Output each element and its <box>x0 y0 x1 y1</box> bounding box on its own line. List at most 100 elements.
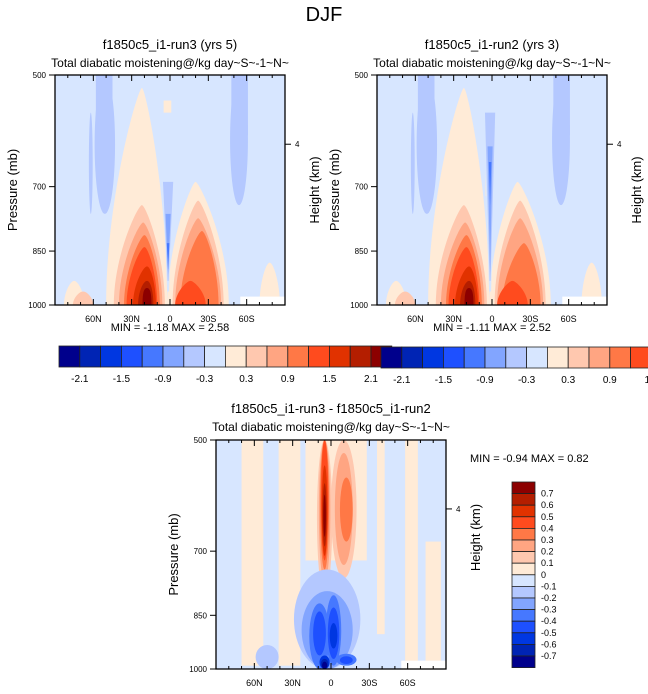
colorbar-box <box>511 562 536 576</box>
minmax-run2: MIN = -1.11 MAX = 2.52 <box>433 322 551 334</box>
colorbar-box <box>609 346 631 369</box>
colorbar-label: 0.3 <box>541 535 554 545</box>
axes-diff: 60N 30N 0 30S 60S 500 700 850 1000 Pressure (mb) 4… <box>166 436 483 688</box>
moistening-region <box>142 287 152 305</box>
colorbar-label: 0.5 <box>541 512 554 522</box>
x-tick-label: 30N <box>284 678 301 688</box>
colorbar-box <box>511 528 536 541</box>
colorbar-label: 0.9 <box>603 375 617 386</box>
y-tick-label: 850 <box>194 611 208 620</box>
y-right-axis-label: Height (km) <box>468 504 483 571</box>
positive-band <box>425 541 441 666</box>
positive-column <box>323 494 326 537</box>
x-tick-label: 60N <box>407 314 424 324</box>
colorbar-box <box>511 644 536 657</box>
colorbar-box <box>511 504 536 518</box>
panel-title-run3: f1850c5_i1-run3 (yrs 5) <box>102 37 238 52</box>
drying-region <box>166 243 170 271</box>
x-tick-label: 60S <box>400 678 416 688</box>
colorbar-run3: -2.1 -1.5 -0.9 -0.3 0.3 0.9 1.5 2.1 <box>58 345 393 385</box>
x-tick-label: 0 <box>328 678 333 688</box>
colorbar-box <box>162 345 185 368</box>
moistening-region <box>464 287 474 305</box>
drying-region <box>88 112 93 214</box>
colorbar-label: -0.9 <box>154 374 172 385</box>
missing-data <box>401 660 446 669</box>
colorbar-box <box>511 620 536 634</box>
colorbar-box <box>401 346 423 369</box>
minmax-diff: MIN = -0.94 MAX = 0.82 <box>470 453 589 465</box>
y-right-tick-label: 4 <box>617 140 622 149</box>
missing-data <box>240 296 285 305</box>
colorbar-label: 2.1 <box>364 374 378 385</box>
drying-region <box>94 75 116 214</box>
colorbar-label: -2.1 <box>71 374 89 385</box>
colorbar-label: -0.9 <box>476 375 494 386</box>
colorbar-box <box>511 655 536 669</box>
colorbar-box <box>287 345 309 368</box>
colorbar-label: -0.5 <box>541 628 557 638</box>
contour-field-run3 <box>55 75 285 305</box>
colorbar-label: 0.1 <box>541 558 554 568</box>
colorbar-label: 1.5 <box>322 374 336 385</box>
colorbar-label: -0.7 <box>541 651 557 661</box>
y-right-tick-label: 4 <box>295 140 300 149</box>
y-tick-label: 500 <box>355 71 369 80</box>
x-tick-label: 60N <box>85 314 102 324</box>
y-tick-label: 1000 <box>189 665 207 674</box>
y-right-axis-label: Height (km) <box>629 156 644 223</box>
contour-field-diff <box>216 440 446 669</box>
moistening-region <box>581 262 602 305</box>
colorbar-box <box>328 345 351 368</box>
panel-subtitle-diff: Total diabatic moistening@/kg day~S~-1~N… <box>212 420 450 434</box>
colorbar-box <box>349 345 372 368</box>
x-tick-label: 30S <box>200 314 216 324</box>
x-tick-label: 0 <box>167 314 172 324</box>
colorbar-diff: 0.70.6 0.50.4 0.3 0.20.1 0-0.1 -0.2 -0.3-0.4 -0… <box>511 481 557 669</box>
panel-title-diff: f1850c5_i1-run3 - f1850c5_i1-run2 <box>231 401 431 416</box>
colorbar-box <box>308 345 330 368</box>
colorbar-label: -0.3 <box>196 374 214 385</box>
colorbar-box <box>422 346 444 369</box>
colorbar-label: -0.4 <box>541 616 557 626</box>
colorbar-box <box>245 345 268 368</box>
colorbar-run2: -2.1-1.5-0.9-0.30.30.91.52.1 <box>380 346 648 386</box>
colorbar-label: -0.2 <box>541 593 557 603</box>
y-axis-label: Pressure (mb) <box>327 149 342 231</box>
y-tick-label: 700 <box>355 183 369 192</box>
colorbar-box <box>547 346 569 369</box>
y-tick-label: 500 <box>194 436 208 445</box>
positive-band <box>405 440 418 663</box>
panel-subtitle-run2: Total diabatic moistening@/kg day~S~-1~N… <box>373 56 611 70</box>
y-tick-label: 700 <box>194 547 208 556</box>
figure-title: DJF <box>305 4 343 26</box>
colorbar-label: 0.2 <box>541 547 554 557</box>
colorbar-label: -0.1 <box>541 581 557 591</box>
colorbar-label: -0.3 <box>541 605 557 615</box>
positive-band <box>377 440 385 635</box>
colorbar-label: 0 <box>541 570 546 580</box>
colorbar-label: 0.7 <box>541 489 554 499</box>
axes-run3: 60N 30N 0 30S 60S 500 700 850 1000 Pressure (mb) 4… <box>5 71 322 324</box>
colorbar-box <box>121 345 143 368</box>
colorbar-label: -1.5 <box>113 374 131 385</box>
colorbar-box <box>442 346 465 369</box>
plot-run3: 60N 30N 0 30S 60S 500 700 850 1000 Pressure (mb) 4… <box>5 71 322 324</box>
colorbar-label: -2.1 <box>393 375 411 386</box>
y-tick-label: 500 <box>33 71 47 80</box>
colorbar-label: 0.4 <box>541 523 554 533</box>
colorbar-label: -0.6 <box>541 639 557 649</box>
colorbar-box <box>58 345 81 368</box>
y-tick-label: 850 <box>355 247 369 256</box>
panel-subtitle-run3: Total diabatic moistening@/kg day~S~-1~N… <box>51 56 289 70</box>
y-right-tick-label: 4 <box>456 505 461 514</box>
colorbar-box <box>266 345 289 368</box>
colorbar-label: -1.5 <box>435 375 453 386</box>
colorbar-box <box>484 346 507 369</box>
colorbar-box <box>505 346 527 369</box>
drying-region <box>553 75 570 136</box>
plot-run2: 60N 30N 0 30S 60S 500 700 850 1000 Pressure (mb) 4… <box>327 71 644 324</box>
colorbar-box <box>511 551 536 564</box>
contour-field-run2 <box>377 75 607 305</box>
